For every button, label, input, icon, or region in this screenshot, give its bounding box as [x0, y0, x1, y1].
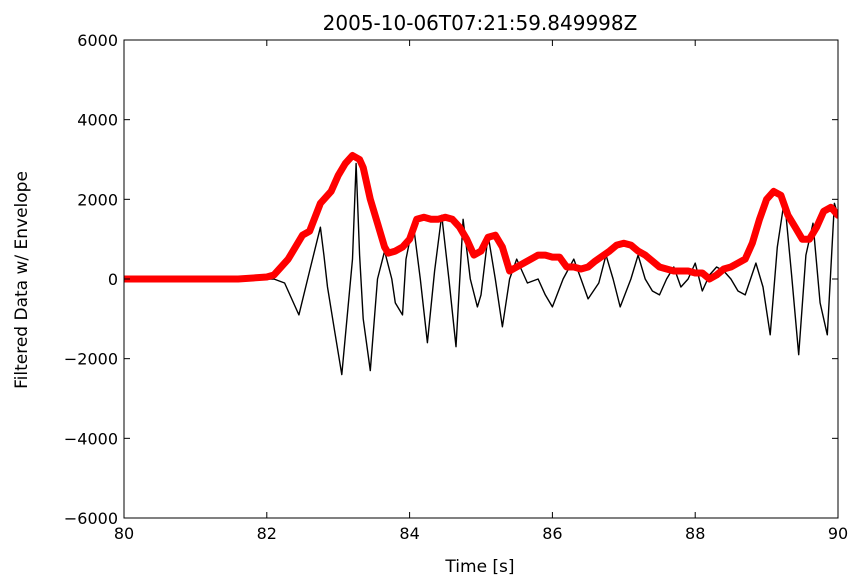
filtered-data-line	[124, 162, 838, 376]
y-axis-label: Filtered Data w/ Envelope	[12, 171, 32, 389]
plot-area	[124, 152, 838, 376]
x-axis-label: Time [s]	[444, 557, 514, 577]
x-tick-label: 84	[399, 524, 419, 543]
y-tick-label: 0	[108, 270, 118, 289]
y-tick-label: 4000	[77, 111, 118, 130]
y-tick-label: −4000	[64, 429, 118, 448]
y-tick-label: −6000	[64, 509, 118, 528]
y-tick-label: 6000	[77, 31, 118, 50]
x-tick-label: 90	[828, 524, 848, 543]
envelope-line	[124, 152, 838, 283]
x-tick-label: 88	[685, 524, 705, 543]
x-tick-label: 82	[257, 524, 277, 543]
axes: 80 82 84 86 88 90 −6000 −4000 −2000 0 2000 4000 6000	[64, 31, 848, 543]
y-tick-label: 2000	[77, 190, 118, 209]
x-tick-label: 80	[114, 524, 134, 543]
chart-title: 2005-10-06T07:21:59.849998Z	[323, 11, 638, 35]
x-tick-label: 86	[542, 524, 562, 543]
y-tick-label: −2000	[64, 350, 118, 369]
